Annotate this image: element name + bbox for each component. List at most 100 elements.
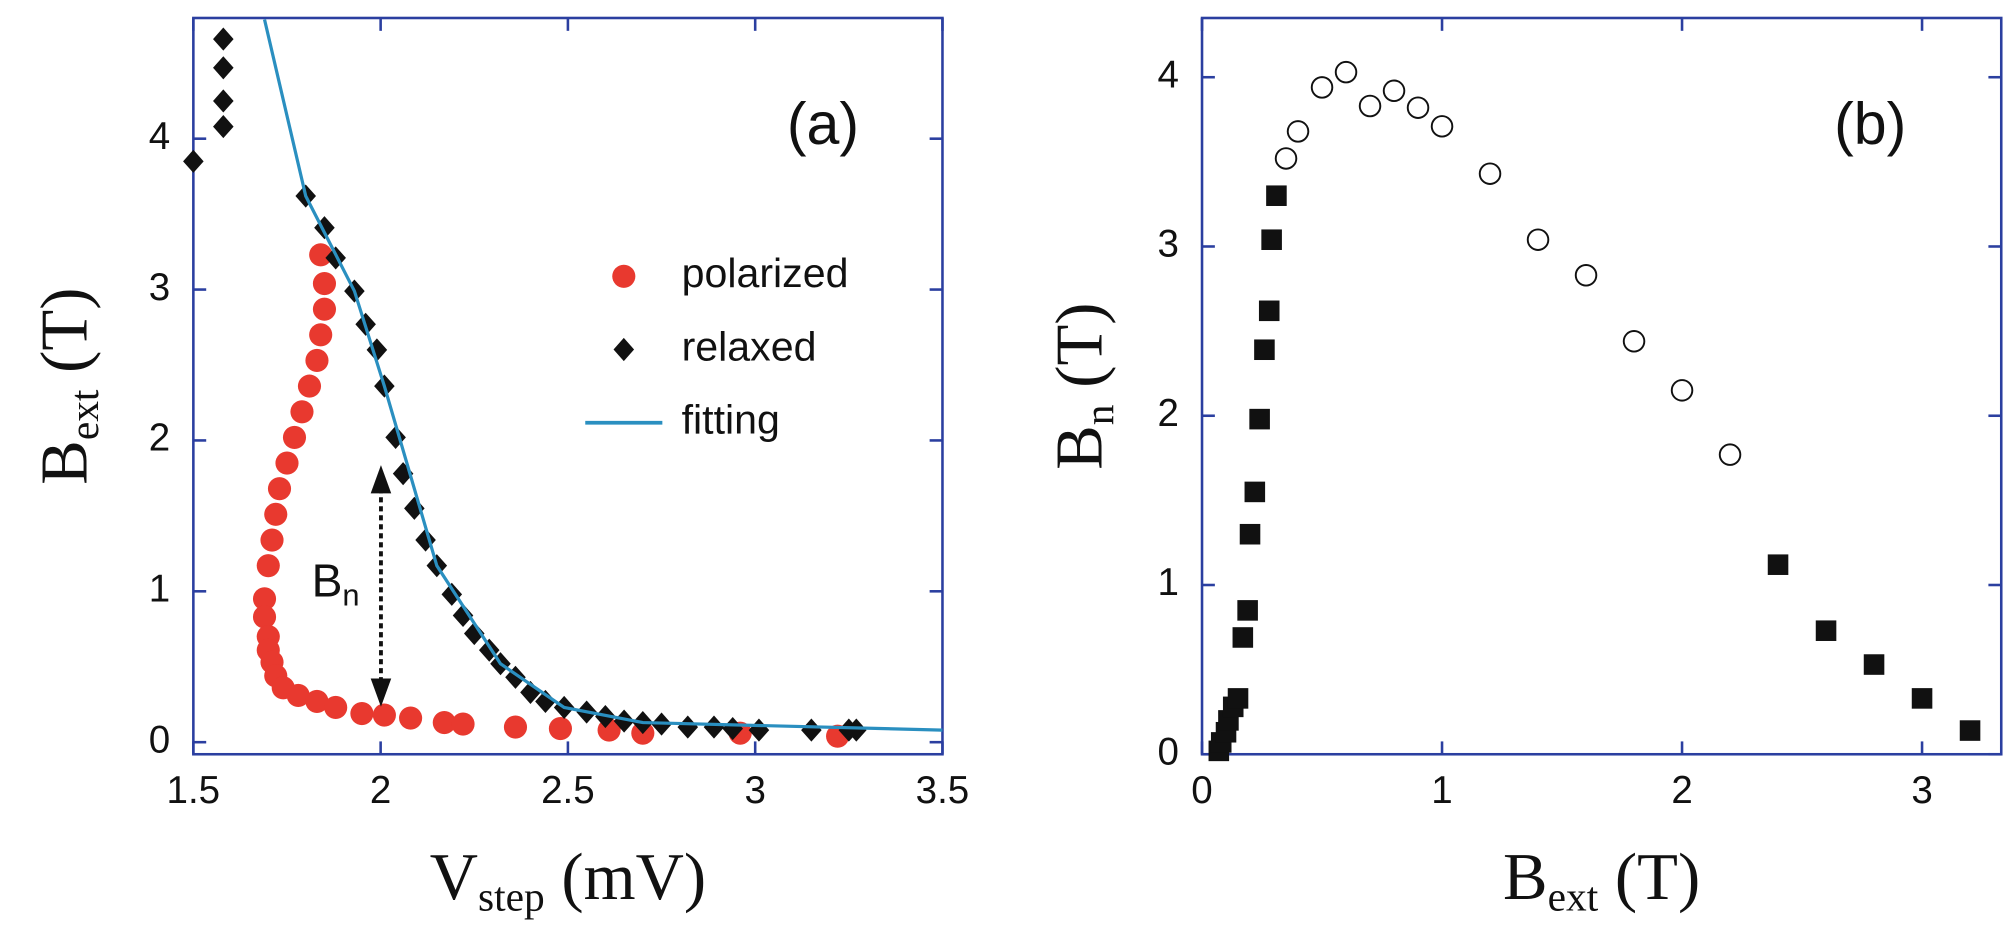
y-tick-label: 0	[149, 718, 170, 761]
x-tick-label: 1.5	[167, 769, 221, 812]
point	[1478, 162, 1502, 185]
point	[290, 400, 314, 424]
point	[846, 718, 867, 742]
point	[1249, 408, 1270, 430]
legend-label: fitting	[682, 397, 780, 443]
panel-label: (a)	[787, 90, 859, 157]
point	[452, 603, 474, 628]
legend-label: relaxed	[682, 323, 817, 369]
point	[703, 715, 725, 739]
point	[1863, 654, 1885, 675]
x-tick-label: 2	[370, 769, 391, 812]
point	[324, 695, 348, 720]
y-axis-label-main: B	[28, 440, 102, 485]
arrow-label-sub: n	[342, 578, 359, 613]
point	[260, 528, 284, 552]
point	[297, 374, 322, 398]
y-tick-label: 1	[149, 567, 170, 610]
x-tick-label: 3	[744, 769, 765, 812]
point	[1232, 627, 1254, 648]
point	[1622, 330, 1646, 353]
point	[312, 271, 337, 296]
point	[1574, 264, 1598, 287]
y-axis-label-main: B	[1043, 425, 1117, 470]
arrow-label: Bn	[312, 555, 360, 613]
point	[309, 243, 333, 267]
y-axis-label-unit: (T)	[28, 288, 102, 373]
point	[1254, 339, 1275, 361]
point	[1310, 76, 1334, 99]
point	[1430, 115, 1454, 138]
point	[432, 711, 456, 735]
point	[748, 718, 770, 742]
point	[1227, 688, 1249, 709]
y-tick-label: 4	[1157, 53, 1178, 96]
point	[213, 56, 234, 80]
legend-marker	[612, 264, 636, 288]
x-tick-label: 0	[1191, 769, 1212, 812]
point	[1406, 96, 1430, 119]
x-tick-label: 2	[1671, 769, 1692, 812]
point	[305, 348, 329, 373]
x-tick-label: 2.5	[541, 769, 595, 812]
point	[183, 149, 204, 173]
point	[1382, 79, 1406, 103]
point	[286, 683, 310, 707]
point	[1274, 147, 1298, 170]
point	[1911, 688, 1933, 709]
point	[399, 706, 423, 730]
point	[1239, 523, 1261, 545]
x-axis-label-main: B	[1503, 840, 1548, 914]
arrow-label-main: B	[312, 555, 343, 607]
point	[305, 689, 329, 714]
x-tick-label: 3.5	[916, 769, 970, 812]
legend-marker	[613, 337, 635, 362]
point	[451, 712, 475, 736]
x-axis-label-unit: (mV)	[561, 840, 706, 914]
point	[213, 115, 234, 139]
point	[256, 554, 280, 578]
point	[1286, 120, 1310, 143]
y-tick-label: 3	[1157, 223, 1178, 266]
point	[372, 703, 396, 727]
point	[267, 477, 292, 501]
point	[463, 621, 485, 646]
x-tick-label: 3	[1911, 769, 1932, 812]
point	[677, 715, 699, 739]
point	[503, 715, 528, 739]
x-axis-label-sub: step	[478, 873, 545, 919]
point	[312, 297, 337, 321]
point	[350, 701, 374, 726]
y-axis-label: Bext (T)	[28, 288, 107, 485]
y-tick-label: 1	[1157, 561, 1178, 604]
point	[1959, 720, 1981, 741]
point	[213, 27, 234, 51]
y-tick-label: 0	[1157, 730, 1178, 773]
x-axis-label-unit: (T)	[1615, 840, 1700, 914]
point	[252, 587, 277, 611]
y-tick-label: 2	[1157, 392, 1178, 435]
arrow-head	[370, 678, 392, 707]
y-axis-label-sub: ext	[60, 389, 106, 440]
point	[252, 605, 277, 629]
point	[264, 502, 288, 526]
y-axis-label-sub: n	[1076, 404, 1122, 425]
x-axis-label: Vstep (mV)	[430, 840, 706, 919]
point	[213, 89, 234, 113]
x-axis-label: Bext (T)	[1503, 840, 1700, 919]
point	[1815, 620, 1837, 641]
point	[722, 717, 743, 741]
point	[1670, 379, 1694, 402]
x-tick-label: 1	[1431, 769, 1452, 812]
point	[1244, 481, 1266, 503]
point	[1237, 600, 1258, 621]
point	[1258, 300, 1280, 322]
legend-label: polarized	[682, 250, 849, 296]
point	[1266, 185, 1287, 206]
plot-frame	[1200, 16, 2003, 756]
point	[1334, 60, 1358, 84]
point	[1718, 443, 1742, 466]
y-tick-label: 2	[149, 417, 170, 460]
point	[548, 717, 572, 741]
